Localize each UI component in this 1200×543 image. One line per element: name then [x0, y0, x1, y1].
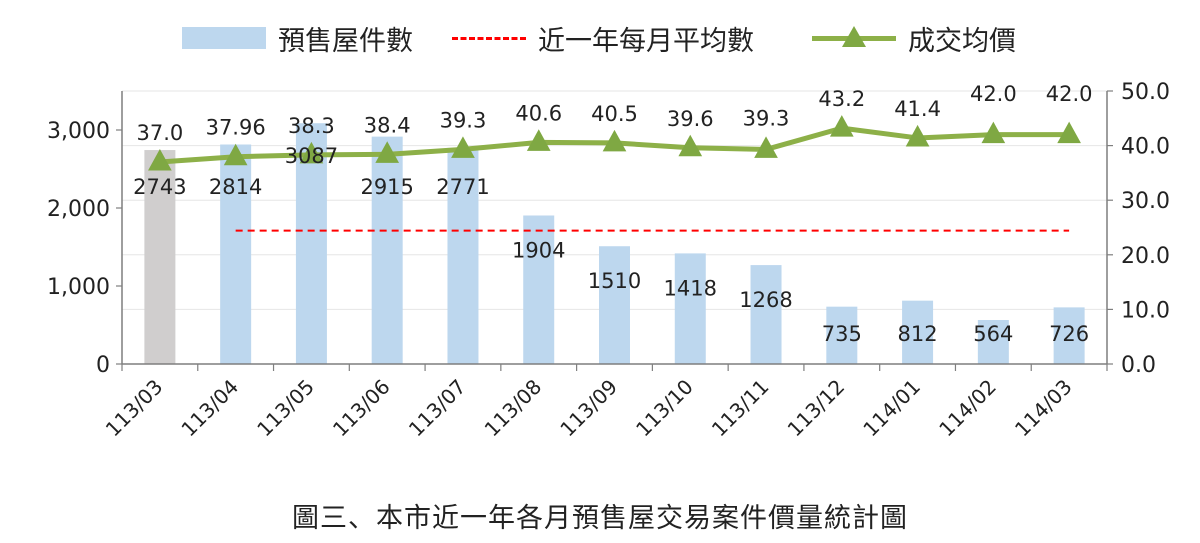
bar-value-label: 1510 [588, 269, 641, 293]
x-tick-label: 114/01 [858, 375, 925, 442]
bar-113/03 [144, 150, 176, 364]
price-marker-113/09 [602, 129, 627, 152]
price-value-label: 39.3 [743, 106, 790, 130]
x-tick-label: 113/09 [555, 375, 622, 442]
x-tick-label: 113/08 [480, 375, 547, 442]
price-value-label: 38.4 [364, 113, 411, 137]
bar-113/10 [674, 253, 706, 364]
left-tick-label: 3,000 [47, 119, 110, 144]
price-value-label: 38.3 [288, 114, 335, 138]
x-tick-label: 113/04 [176, 375, 243, 442]
legend-item-average: 近一年每月平均數 [452, 18, 754, 58]
right-tick-label: 30.0 [1121, 189, 1170, 214]
price-value-label: 37.0 [137, 121, 184, 145]
bar-114/02 [977, 320, 1009, 364]
x-tick-label: 114/02 [934, 375, 1001, 442]
bar-113/07 [447, 147, 479, 364]
x-tick-label: 113/11 [707, 375, 774, 442]
bar-value-label: 1904 [512, 238, 565, 262]
right-tick-label: 50.0 [1121, 80, 1170, 105]
bar-value-label: 2771 [436, 175, 489, 199]
x-tick-label: 113/07 [404, 375, 471, 442]
left-tick-label: 0 [96, 353, 110, 378]
legend-item-price: 成交均價 [812, 18, 1016, 58]
bar-113/09 [599, 246, 630, 364]
price-marker-113/10 [678, 134, 703, 157]
bar-value-label: 735 [822, 322, 862, 346]
bar-value-label: 1268 [739, 288, 792, 312]
price-value-label: 42.0 [1046, 82, 1093, 106]
price-value-label: 39.6 [667, 107, 714, 131]
bar-value-label: 812 [898, 322, 938, 346]
price-marker-114/01 [905, 124, 930, 147]
price-value-label: 41.4 [894, 97, 941, 121]
chart-caption: 圖三、本市近一年各月預售屋交易案件價量統計圖 [292, 503, 908, 534]
price-marker-114/02 [981, 121, 1006, 144]
bar-value-label: 726 [1049, 322, 1089, 346]
left-tick-label: 1,000 [47, 275, 110, 300]
legend-average-label: 近一年每月平均數 [538, 25, 754, 57]
price-marker-113/07 [451, 136, 475, 158]
legend-item-bar: 預售屋件數 [182, 18, 413, 58]
bar-value-label: 2743 [133, 175, 186, 199]
price-marker-113/11 [754, 136, 778, 158]
bar-value-label: 564 [973, 322, 1013, 346]
bar-114/03 [1053, 307, 1085, 364]
price-marker-114/03 [1057, 121, 1081, 144]
bar-113/06 [371, 136, 403, 364]
x-tick-label: 113/06 [328, 375, 395, 442]
price-value-label: 42.0 [970, 82, 1017, 106]
bar-value-label: 3087 [285, 144, 338, 168]
price-value-label: 39.3 [440, 108, 487, 132]
x-tick-label: 113/03 [101, 375, 168, 442]
bar-113/11 [750, 265, 782, 364]
price-value-label: 43.2 [818, 87, 865, 111]
legend: 預售屋件數 近一年每月平均數 成交均價 [0, 18, 1200, 58]
price-value-label: 37.96 [206, 116, 266, 140]
bar-value-label: 2814 [209, 175, 262, 199]
legend-dash-swatch [452, 36, 526, 40]
legend-bar-label: 預售屋件數 [278, 25, 413, 57]
right-tick-label: 40.0 [1121, 135, 1170, 160]
right-tick-label: 10.0 [1121, 298, 1170, 323]
right-tick-label: 20.0 [1121, 244, 1170, 269]
bar-value-label: 2915 [360, 175, 413, 199]
legend-line-swatch [812, 26, 896, 48]
bar-113/12 [826, 306, 858, 364]
bar-value-label: 1418 [664, 276, 717, 300]
x-tick-label: 114/03 [1010, 375, 1077, 442]
x-tick-label: 113/10 [631, 375, 698, 442]
bar-114/01 [902, 300, 934, 364]
price-value-label: 40.5 [591, 102, 638, 126]
price-marker-113/04 [223, 143, 248, 166]
price-marker-113/06 [375, 141, 400, 163]
legend-bar-swatch [182, 27, 266, 49]
triangle-marker-icon [842, 26, 866, 47]
bar-113/04 [220, 144, 252, 364]
bar-113/08 [523, 215, 555, 364]
price-marker-113/05 [299, 141, 324, 164]
price-value-label: 40.6 [515, 101, 562, 125]
price-marker-113/12 [829, 115, 854, 137]
legend-price-label: 成交均價 [908, 25, 1016, 57]
x-tick-label: 113/05 [252, 375, 319, 442]
x-tick-label: 113/12 [783, 375, 850, 442]
price-marker-113/03 [148, 148, 172, 171]
right-tick-label: 0.0 [1121, 353, 1156, 378]
left-tick-label: 2,000 [47, 197, 110, 222]
price-marker-113/08 [526, 129, 551, 151]
